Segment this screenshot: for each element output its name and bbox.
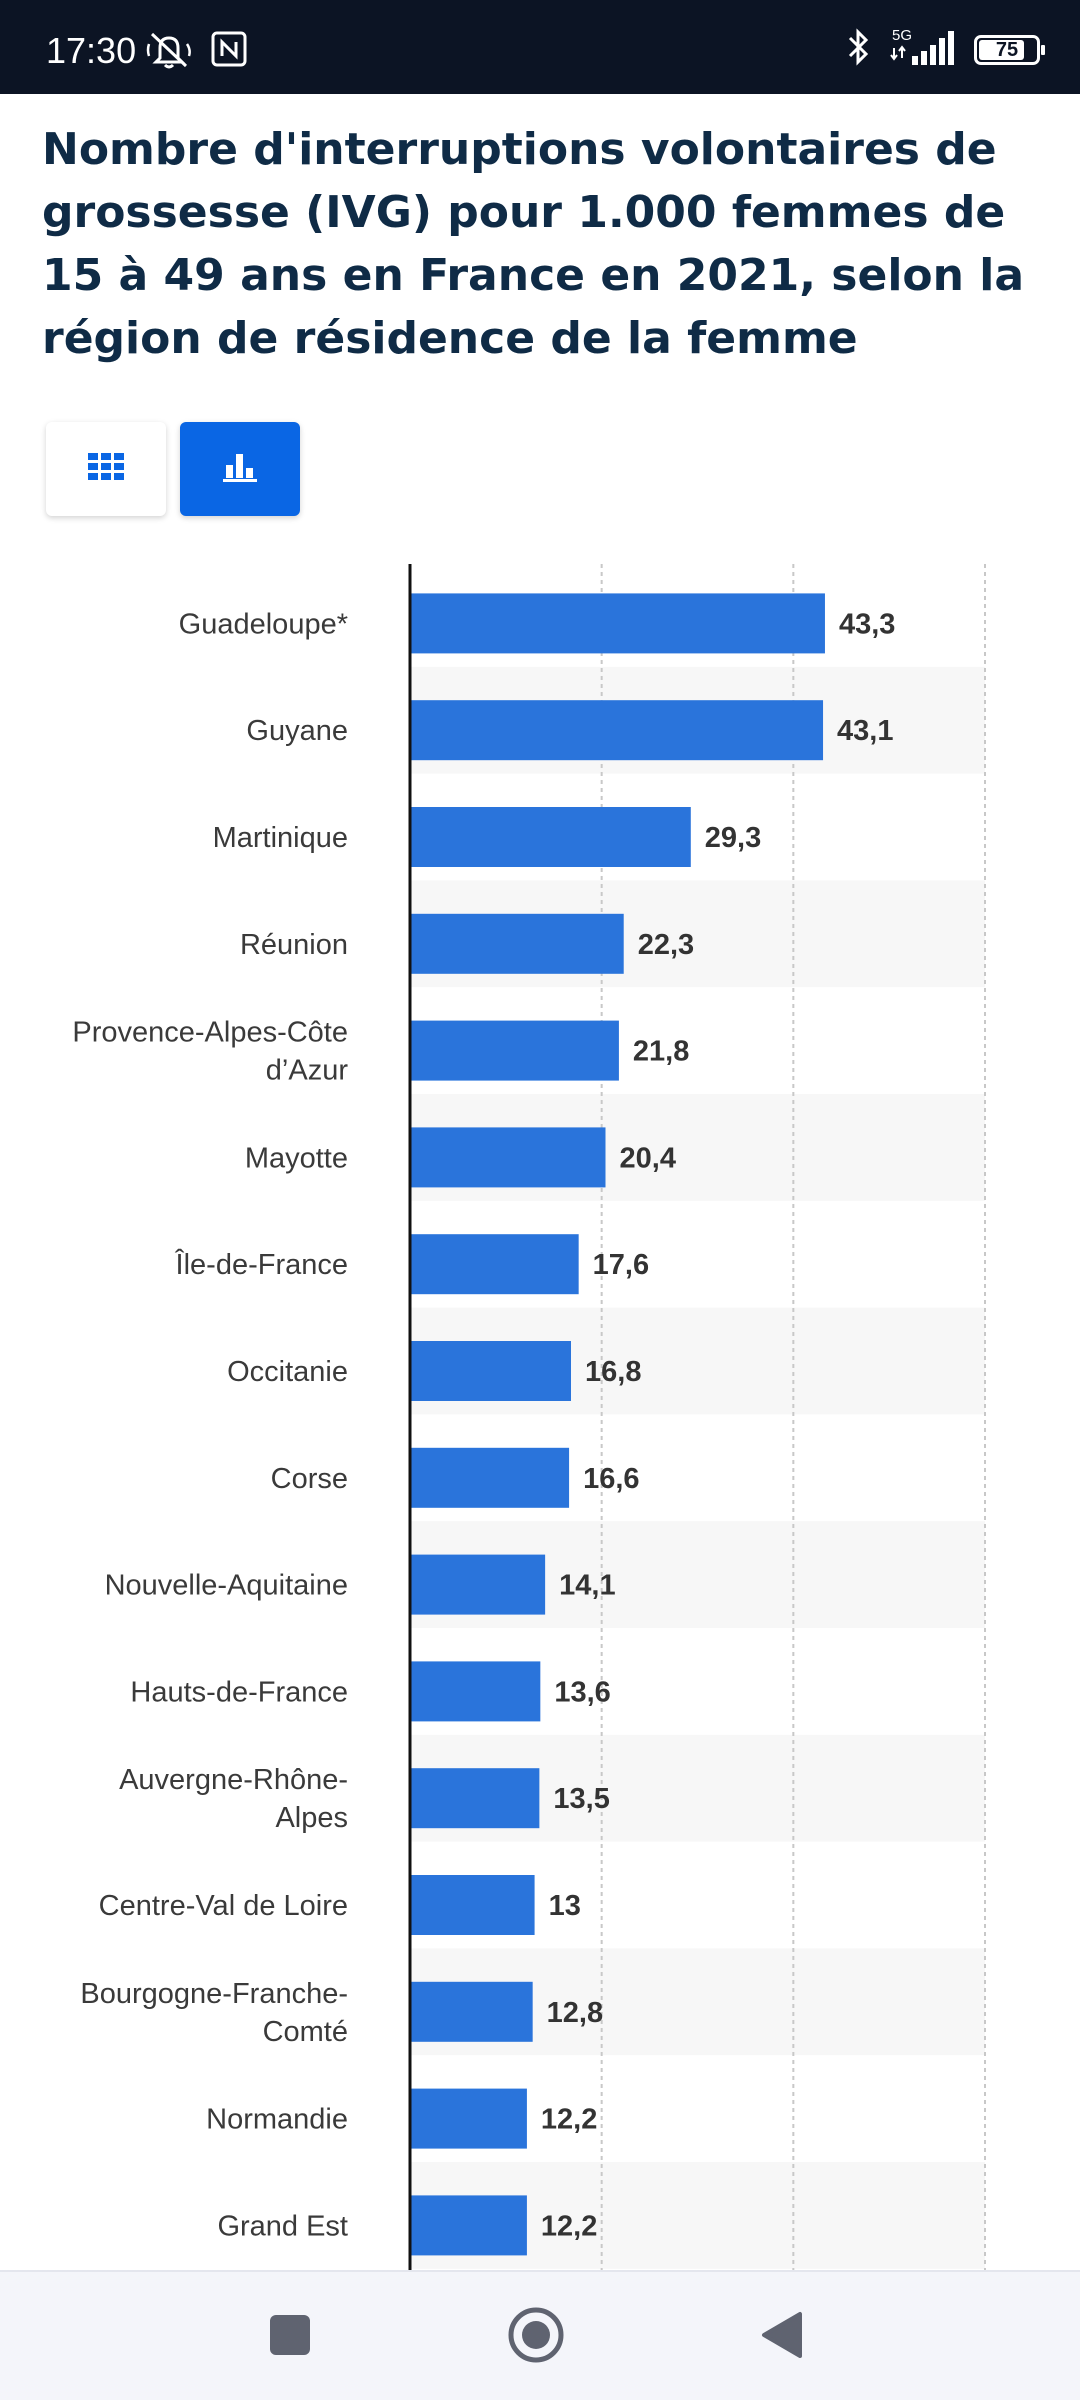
bar-chart-icon — [223, 451, 257, 488]
bar — [410, 1341, 571, 1401]
value-label: 13,5 — [553, 1783, 609, 1815]
back-button[interactable] — [746, 2302, 816, 2372]
bar — [410, 1127, 606, 1188]
bluetooth-icon — [846, 28, 872, 71]
bar — [410, 807, 691, 867]
value-label: 12,8 — [547, 1997, 603, 2029]
bar — [410, 1875, 535, 1935]
category-label: Provence-Alpes-Côte — [72, 1017, 348, 1049]
home-button[interactable] — [501, 2302, 571, 2372]
bar — [410, 1554, 546, 1615]
category-label: Grand Est — [217, 2210, 348, 2242]
category-label: Île-de-France — [175, 1248, 348, 1281]
bar — [410, 700, 824, 761]
category-label: Hauts-de-France — [130, 1676, 348, 1708]
category-label: Nouvelle-Aquitaine — [105, 1570, 348, 1602]
navigation-bar — [0, 2270, 1080, 2400]
value-label: 43,3 — [839, 608, 895, 640]
category-label: Corse — [271, 1463, 348, 1495]
recent-apps-button[interactable] — [255, 2302, 325, 2372]
category-label: Bourgogne-Franche- — [80, 1978, 348, 2010]
home-icon — [507, 2306, 565, 2369]
value-label: 13 — [549, 1890, 581, 1922]
status-left-icons — [146, 30, 248, 75]
value-label: 14,1 — [559, 1570, 615, 1602]
signal-icon: 5G — [888, 26, 958, 73]
value-label: 43,1 — [837, 715, 893, 747]
category-label: Mayotte — [245, 1142, 348, 1174]
battery-level: 75 — [995, 38, 1019, 61]
value-label: 29,3 — [705, 822, 761, 854]
category-label: Normandie — [206, 2104, 348, 2136]
status-bar: 17:30 5G — [0, 0, 1080, 94]
category-label: Comté — [263, 2016, 348, 2048]
status-time: 17:30 — [46, 30, 137, 71]
value-label: 16,8 — [585, 1356, 641, 1388]
category-label: Guyane — [246, 715, 348, 747]
category-label: Martinique — [213, 822, 348, 854]
value-label: 21,8 — [633, 1036, 689, 1068]
category-label: Guadeloupe* — [179, 608, 348, 640]
value-label: 12,2 — [541, 2104, 597, 2136]
category-label: Auvergne-Rhône- — [119, 1764, 348, 1796]
back-icon — [758, 2310, 804, 2365]
table-view-button[interactable] — [46, 422, 166, 516]
bar — [410, 913, 624, 974]
category-label: Réunion — [240, 929, 348, 961]
bar — [410, 1768, 540, 1829]
value-label: 12,2 — [541, 2210, 597, 2242]
category-label: d’Azur — [266, 1055, 349, 1087]
category-label: Occitanie — [227, 1356, 348, 1388]
bar — [410, 1447, 570, 1508]
bar — [410, 1234, 579, 1295]
network-type: 5G — [892, 27, 912, 44]
bar — [410, 2088, 527, 2149]
bar — [410, 593, 825, 654]
category-label: Centre-Val de Loire — [99, 1890, 348, 1922]
value-label: 22,3 — [638, 929, 694, 961]
value-label: 16,6 — [583, 1463, 639, 1495]
recent-apps-icon — [268, 2313, 312, 2362]
chart-svg: 43,3 Guadeloupe* 43,1 Guyane 29,3 Martinique 2… — [72, 564, 986, 2270]
bar-chart: 43,3 Guadeloupe* 43,1 Guyane 29,3 Martinique 2… — [0, 560, 1080, 2270]
value-label: 20,4 — [620, 1142, 676, 1174]
mute-icon — [146, 30, 192, 75]
value-label: 17,6 — [593, 1249, 649, 1281]
status-right-icons: 5G 75 — [846, 26, 1045, 73]
chart-view-button[interactable] — [180, 422, 300, 516]
value-label: 13,6 — [554, 1676, 610, 1708]
bar — [410, 1981, 533, 2042]
bar — [410, 1661, 541, 1722]
battery-icon: 75 — [974, 34, 1045, 65]
bar — [410, 2195, 527, 2256]
chart-title: Nombre d'interruptions volontaires de gr… — [42, 124, 1025, 364]
grid-icon — [88, 452, 124, 486]
nfc-icon — [210, 30, 248, 75]
category-label: Alpes — [275, 1802, 348, 1834]
bar — [410, 1020, 619, 1081]
